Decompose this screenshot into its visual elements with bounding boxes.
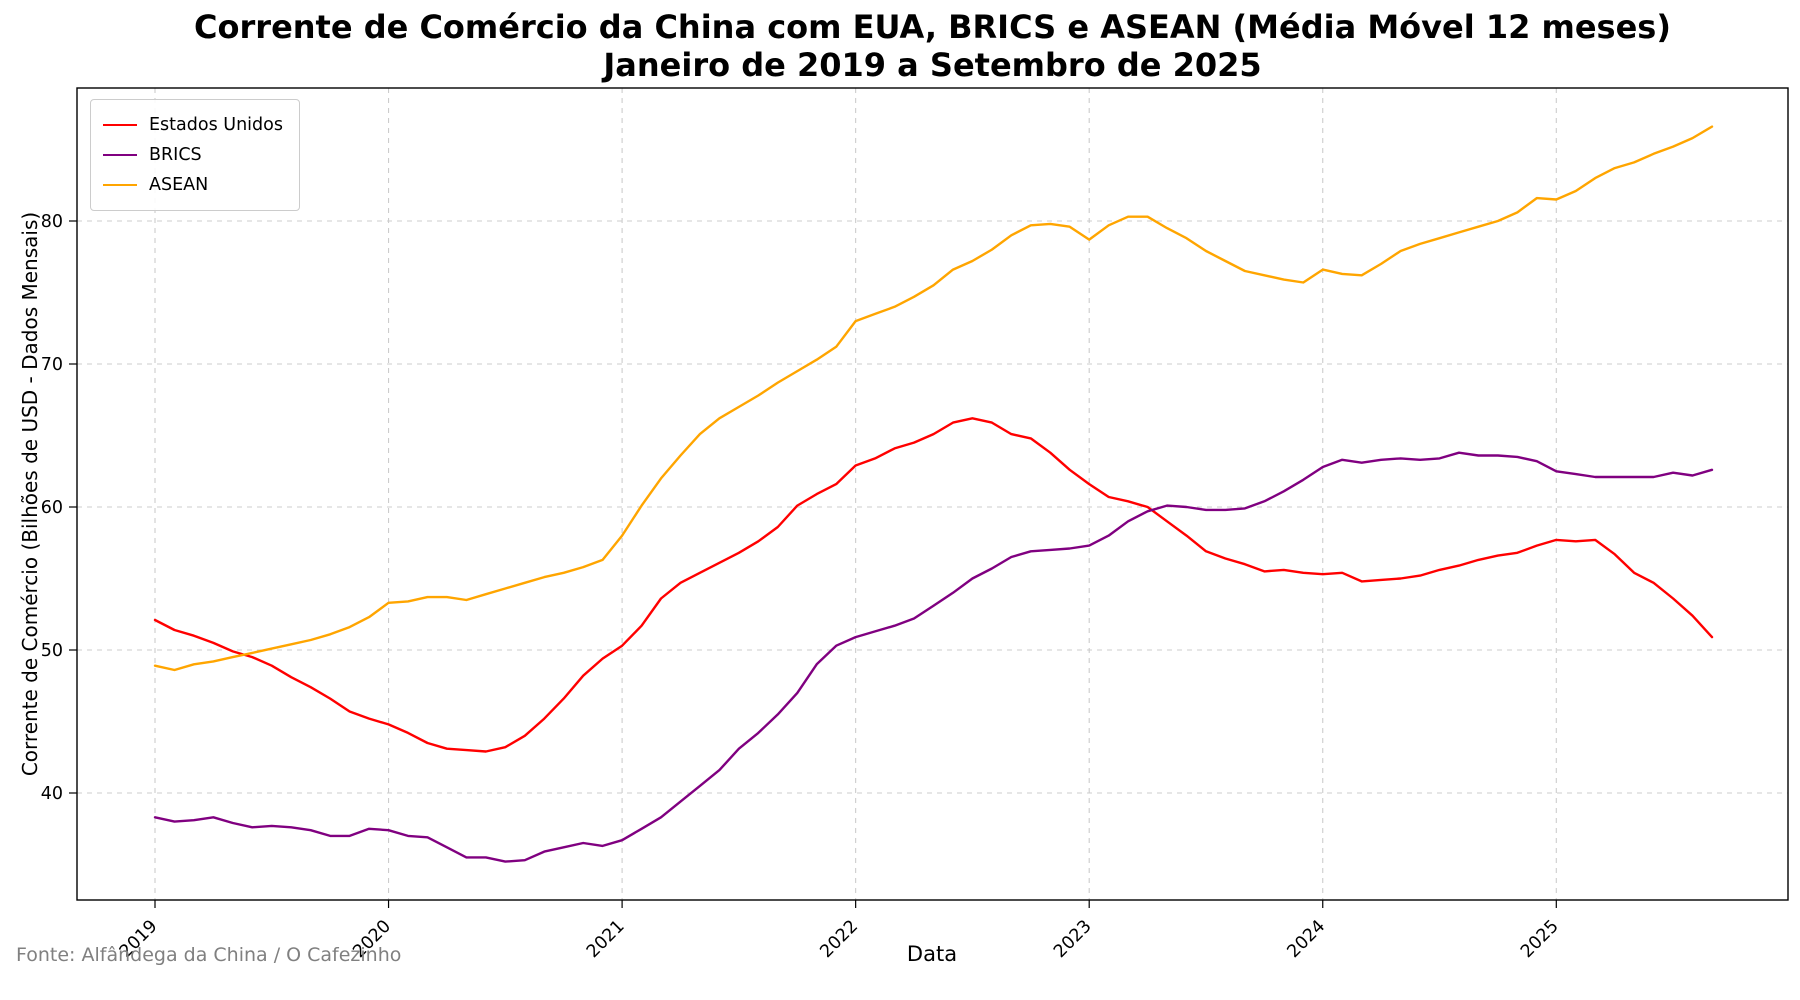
- y-tick-label: 50: [41, 641, 63, 661]
- legend-item-estados-unidos: Estados Unidos: [103, 110, 283, 140]
- series-line-brics: [153, 451, 1714, 863]
- plot-border: [76, 87, 1789, 901]
- legend-label: Estados Unidos: [149, 115, 283, 135]
- x-tick-label: 2021: [583, 916, 629, 962]
- series-line-estados-unidos: [153, 417, 1714, 753]
- chart-title-line2: Janeiro de 2019 a Setembro de 2025: [603, 46, 1262, 84]
- legend-item-brics: BRICS: [103, 140, 283, 170]
- legend-label: BRICS: [149, 145, 202, 165]
- x-axis-label: Data: [906, 942, 958, 966]
- x-tick-label: 2024: [1284, 916, 1330, 962]
- y-tick-label: 80: [41, 212, 63, 232]
- legend-line-swatch: [103, 124, 137, 126]
- legend-line-swatch: [103, 154, 137, 156]
- chart-title-line1: Corrente de Comércio da China com EUA, B…: [194, 8, 1671, 46]
- y-tick-label: 60: [41, 498, 63, 518]
- legend: Estados Unidos BRICS ASEAN: [90, 99, 300, 211]
- legend-item-asean: ASEAN: [103, 170, 283, 200]
- y-tick-label: 40: [41, 784, 63, 804]
- x-tick-label: 2023: [1050, 916, 1096, 962]
- y-tick-label: 70: [41, 355, 63, 375]
- legend-label: ASEAN: [149, 175, 209, 195]
- x-tick-label: 2022: [817, 916, 863, 962]
- series-line-asean: [153, 125, 1714, 672]
- source-note: Fonte: Alfândega da China / O Cafezinho: [16, 944, 402, 966]
- legend-line-swatch: [103, 184, 137, 186]
- chart-title: Corrente de Comércio da China com EUA, B…: [77, 8, 1788, 84]
- x-tick-label: 2025: [1517, 916, 1563, 962]
